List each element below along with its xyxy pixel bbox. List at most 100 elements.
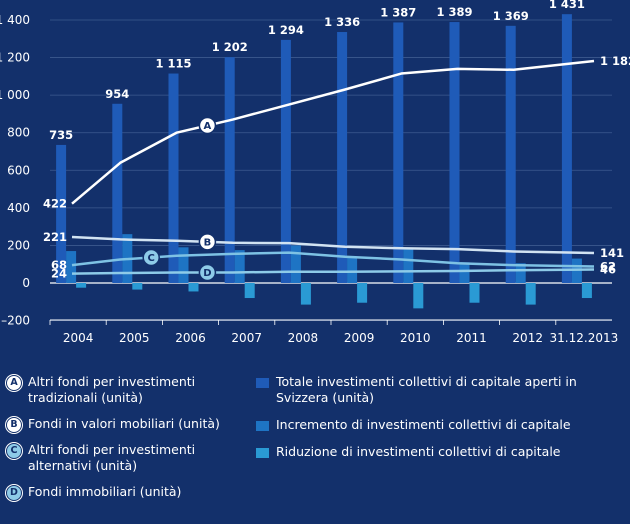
- x-tick-label: 2011: [456, 331, 487, 345]
- legend-item-a: A Altri fondi per investimenti tradizion…: [6, 374, 238, 406]
- bar-increase: [459, 262, 470, 283]
- bar-increase: [290, 245, 301, 283]
- x-tick-label: 2007: [231, 331, 262, 345]
- line-a: [71, 59, 595, 205]
- legend-item-decrease: Riduzione di investimenti collettivi di …: [256, 444, 628, 460]
- y-tick-label: 200: [7, 238, 30, 252]
- chart: –200 0 200 400 600 800 1 000 1 200 1 400 2004 2005…: [0, 0, 630, 345]
- bar-total-label: 1 336: [324, 15, 360, 29]
- line-start-label: 24: [51, 267, 67, 281]
- line-b: [71, 235, 595, 255]
- bar-total-label: 954: [105, 87, 129, 101]
- y-tick-label: 0: [22, 276, 30, 290]
- legend-label-total: Totale investimenti collettivi di capita…: [276, 374, 577, 405]
- bar-increase: [234, 250, 245, 283]
- y-tick-label: –200: [1, 314, 30, 328]
- bar-decrease: [188, 283, 199, 292]
- bar-increase: [66, 251, 77, 283]
- bar-decrease: [413, 283, 424, 309]
- bar-total: [280, 39, 291, 283]
- bar-decrease: [357, 283, 368, 303]
- bar-total-label: 1 115: [155, 57, 191, 71]
- y-tick-label: 1 400: [0, 13, 30, 27]
- line-start-label: 422: [43, 197, 67, 211]
- y-tick-label: 1 000: [0, 88, 30, 102]
- line-end-label: 62: [600, 259, 616, 273]
- x-tick-label: 31.12.2013: [550, 331, 619, 345]
- bar-total: [224, 57, 235, 284]
- legend-badge-b: B: [6, 417, 22, 433]
- bar-total-label: 1 294: [268, 23, 304, 37]
- bar-decrease: [525, 283, 536, 305]
- bar-total: [393, 22, 404, 284]
- bar-total-label: 1 431: [549, 0, 585, 11]
- bar-total: [561, 14, 572, 284]
- bar-total-label: 1 202: [212, 40, 248, 54]
- bar-total-label: 1 387: [380, 5, 416, 19]
- bar-total-label: 735: [49, 128, 73, 142]
- legend-item-d: D Fondi immobiliari (unità): [6, 484, 238, 501]
- y-tick-label: 400: [7, 201, 30, 215]
- bar-increase: [403, 249, 414, 283]
- y-tick-label: 1 200: [0, 51, 30, 65]
- bar-decrease: [469, 283, 480, 303]
- legend-label-a: Altri fondi per investimenti tradizional…: [28, 374, 196, 405]
- legend-swatch-decrease: [256, 448, 269, 458]
- x-tick-label: 2010: [400, 331, 431, 345]
- line-end-label: 141: [600, 246, 624, 260]
- bar-total: [449, 22, 460, 283]
- line-marker-c: [142, 248, 160, 267]
- legend-badge-c: C: [6, 443, 22, 459]
- y-tick-label: 800: [7, 126, 30, 140]
- legend-label-increase: Incremento di investimenti collettivi di…: [276, 417, 571, 432]
- bar-decrease: [581, 283, 592, 299]
- bar-decrease: [76, 283, 87, 288]
- bar-total: [56, 144, 67, 283]
- line-start-label: 221: [43, 230, 67, 244]
- bar-increase: [515, 263, 526, 283]
- legend-item-b: B Fondi in valori mobiliari (unità): [6, 416, 238, 433]
- line-start-label: 68: [51, 258, 67, 272]
- bar-total: [112, 103, 123, 283]
- legend-label-b: Fondi in valori mobiliari (unità): [28, 416, 220, 431]
- bar-total: [168, 73, 179, 284]
- legend-bars: Totale investimenti collettivi di capita…: [256, 374, 628, 471]
- legend-badge-a: A: [6, 375, 22, 391]
- legend-lines: A Altri fondi per investimenti tradizion…: [6, 374, 238, 510]
- line-marker-d: [198, 263, 217, 282]
- line-d: [71, 268, 595, 275]
- x-tick-label: 2004: [63, 331, 94, 345]
- line-marker-label: A: [204, 121, 212, 132]
- bar-total: [505, 25, 516, 283]
- x-tick-label: 2008: [288, 331, 319, 345]
- x-tick-label: 2009: [344, 331, 375, 345]
- line-marker-b: [198, 233, 217, 251]
- line-end-label: 1 182: [600, 54, 630, 68]
- line-marker-label: D: [203, 268, 211, 279]
- x-tick-label: 2012: [512, 331, 543, 345]
- legend-item-total: Totale investimenti collettivi di capita…: [256, 374, 628, 406]
- legend-item-increase: Incremento di investimenti collettivi di…: [256, 417, 628, 433]
- bar-total: [337, 32, 348, 283]
- line-marker-label: C: [148, 253, 155, 264]
- x-tick-label: 2005: [119, 331, 150, 345]
- bar-decrease: [244, 283, 255, 299]
- y-tick-label: 600: [7, 163, 30, 177]
- legend-swatch-total: [256, 378, 269, 388]
- line-end-label: 46: [600, 262, 616, 276]
- line-marker-a: [198, 116, 217, 135]
- bar-decrease: [132, 283, 143, 290]
- bar-total-label: 1 389: [436, 5, 472, 19]
- bar-increase: [178, 247, 189, 283]
- legend-swatch-increase: [256, 421, 269, 431]
- x-tick-label: 2006: [175, 331, 206, 345]
- legend-item-c: C Altri fondi per investimenti alternati…: [6, 442, 238, 474]
- bar-total-label: 1 369: [493, 9, 529, 23]
- bar-decrease: [300, 283, 311, 305]
- legend-label-d: Fondi immobiliari (unità): [28, 484, 182, 499]
- legend-badge-d: D: [6, 485, 22, 501]
- bar-increase: [347, 256, 358, 283]
- line-marker-label: B: [204, 237, 212, 248]
- legend-label-decrease: Riduzione di investimenti collettivi di …: [276, 444, 561, 459]
- legend-label-c: Altri fondi per investimenti alternativi…: [28, 442, 196, 473]
